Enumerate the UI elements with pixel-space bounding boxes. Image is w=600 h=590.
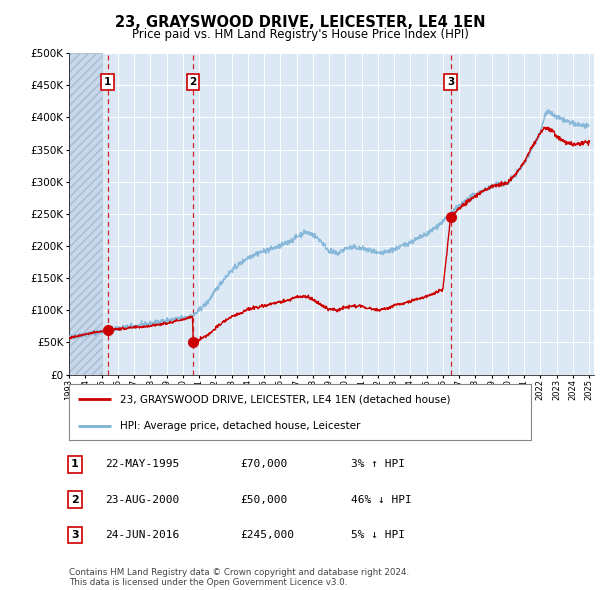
Text: 3: 3 <box>71 530 79 540</box>
Text: 23, GRAYSWOOD DRIVE, LEICESTER, LE4 1EN (detached house): 23, GRAYSWOOD DRIVE, LEICESTER, LE4 1EN … <box>120 394 451 404</box>
Text: HPI: Average price, detached house, Leicester: HPI: Average price, detached house, Leic… <box>120 421 360 431</box>
Text: Price paid vs. HM Land Registry's House Price Index (HPI): Price paid vs. HM Land Registry's House … <box>131 28 469 41</box>
Text: 23-AUG-2000: 23-AUG-2000 <box>105 495 179 504</box>
Text: 22-MAY-1995: 22-MAY-1995 <box>105 460 179 469</box>
Bar <box>69 53 101 375</box>
Text: 3% ↑ HPI: 3% ↑ HPI <box>351 460 405 469</box>
Text: £245,000: £245,000 <box>240 530 294 540</box>
Bar <box>69 53 101 375</box>
Text: 1: 1 <box>104 77 112 87</box>
Text: £50,000: £50,000 <box>240 495 287 504</box>
Text: 24-JUN-2016: 24-JUN-2016 <box>105 530 179 540</box>
Text: Contains HM Land Registry data © Crown copyright and database right 2024.
This d: Contains HM Land Registry data © Crown c… <box>69 568 409 587</box>
Text: 3: 3 <box>447 77 454 87</box>
Text: £70,000: £70,000 <box>240 460 287 469</box>
Text: 2: 2 <box>190 77 197 87</box>
Text: 5% ↓ HPI: 5% ↓ HPI <box>351 530 405 540</box>
Text: 2: 2 <box>71 495 79 504</box>
Text: 1: 1 <box>71 460 79 469</box>
Text: 46% ↓ HPI: 46% ↓ HPI <box>351 495 412 504</box>
Text: 23, GRAYSWOOD DRIVE, LEICESTER, LE4 1EN: 23, GRAYSWOOD DRIVE, LEICESTER, LE4 1EN <box>115 15 485 30</box>
